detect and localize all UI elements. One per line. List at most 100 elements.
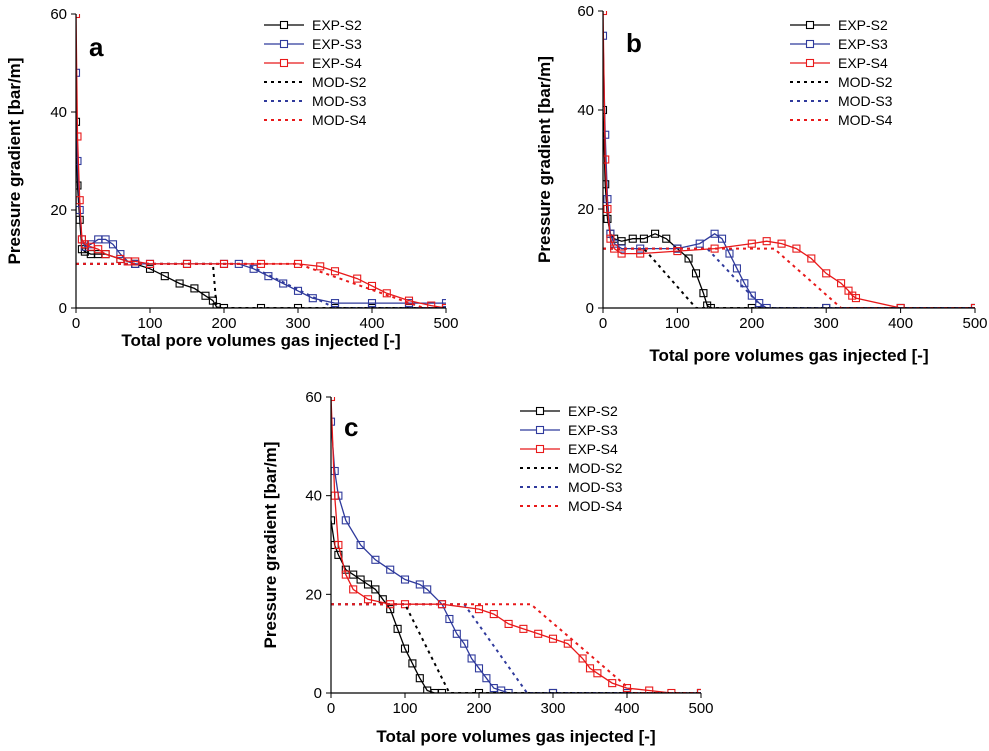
- data-point-exp-s2: [293, 303, 303, 308]
- data-point-exp-s4: [334, 540, 343, 550]
- data-point-exp-s2: [334, 550, 343, 559]
- panel-label: a: [89, 32, 104, 62]
- data-point-exp-s2: [400, 644, 410, 653]
- data-point-exp-s2: [190, 284, 199, 293]
- x-tick-label: 300: [285, 315, 310, 332]
- data-point-exp-s2: [330, 303, 340, 308]
- data-point-exp-s4: [101, 250, 110, 259]
- legend-label-exp-s3: EXP-S3: [568, 422, 618, 438]
- data-point-exp-s4: [622, 684, 632, 693]
- data-point-exp-s4: [837, 279, 846, 288]
- x-tick-label: 0: [599, 315, 607, 332]
- data-point-exp-s2: [684, 254, 693, 263]
- data-point-exp-s3: [755, 298, 764, 308]
- data-point-exp-s3: [452, 629, 461, 638]
- legend-marker-exp-s2: [805, 20, 815, 30]
- data-point-exp-s4: [747, 239, 756, 248]
- y-tick-label: 0: [586, 300, 594, 317]
- legend-label-mod-s4: MOD-S4: [568, 498, 623, 514]
- series-line-mod-s3: [76, 262, 446, 308]
- data-point-exp-s2: [76, 181, 82, 190]
- x-tick-label: 500: [962, 315, 987, 332]
- data-point-exp-s4: [534, 629, 543, 638]
- data-point-exp-s4: [636, 249, 645, 258]
- data-point-exp-s2: [201, 291, 210, 300]
- data-point-exp-s4: [851, 294, 861, 303]
- data-point-exp-s2: [76, 117, 81, 126]
- data-point-exp-s3: [717, 234, 727, 243]
- data-point-exp-s4: [777, 239, 786, 248]
- data-point-exp-s2: [651, 229, 660, 238]
- data-point-exp-s2: [699, 289, 708, 298]
- legend-marker-exp-s2: [279, 20, 289, 30]
- legend-marker-exp-s3: [279, 39, 289, 49]
- data-point-exp-s3: [356, 540, 365, 550]
- data-point-exp-s4: [606, 234, 615, 243]
- y-tick-label: 60: [577, 3, 594, 20]
- data-point-exp-s4: [80, 240, 89, 249]
- x-tick-label: 200: [211, 315, 236, 332]
- y-tick-label: 20: [305, 586, 322, 603]
- data-point-exp-s4: [386, 600, 395, 609]
- legend-label-exp-s2: EXP-S2: [568, 403, 618, 419]
- legend-label-mod-s3: MOD-S3: [568, 479, 623, 495]
- data-point-exp-s2: [639, 234, 648, 243]
- plot-area: [76, 14, 446, 308]
- data-point-exp-s2: [703, 301, 712, 308]
- data-point-exp-s4: [219, 259, 229, 268]
- data-point-exp-s4: [256, 259, 266, 268]
- data-point-exp-s3: [116, 250, 125, 259]
- data-point-exp-s2: [415, 674, 424, 683]
- legend-label-mod-s2: MOD-S2: [838, 74, 893, 90]
- data-point-exp-s3: [710, 229, 719, 238]
- series-line-exp-s3: [603, 35, 975, 308]
- data-point-exp-s3: [441, 299, 446, 308]
- data-point-exp-s4: [896, 303, 905, 308]
- legend-label-mod-s3: MOD-S3: [838, 93, 893, 109]
- data-point-exp-s4: [593, 669, 602, 678]
- data-point-exp-s3: [460, 639, 469, 648]
- legend-marker-exp-s4: [535, 444, 545, 454]
- series-line-mod-s4: [331, 603, 701, 693]
- data-point-exp-s4: [822, 269, 831, 278]
- y-axis-title: Pressure gradient [bar/m]: [535, 56, 554, 263]
- data-point-exp-s2: [367, 303, 377, 308]
- y-tick-label: 20: [50, 202, 67, 219]
- data-point-exp-s4: [427, 301, 436, 308]
- series-line-mod-s3: [603, 247, 975, 308]
- data-point-exp-s3: [76, 68, 81, 77]
- data-point-exp-s2: [175, 279, 184, 288]
- data-point-exp-s3: [423, 585, 432, 594]
- data-point-exp-s2: [603, 214, 612, 223]
- data-point-exp-s4: [349, 585, 358, 594]
- x-tick-label: 300: [814, 315, 839, 332]
- data-point-exp-s4: [353, 274, 362, 283]
- data-point-exp-s3: [695, 239, 704, 248]
- data-point-exp-s2: [356, 575, 365, 584]
- data-point-exp-s3: [622, 688, 632, 693]
- data-point-exp-s3: [331, 417, 336, 426]
- data-point-exp-s2: [603, 105, 608, 115]
- data-point-exp-s4: [504, 619, 513, 628]
- data-point-exp-s4: [76, 132, 82, 141]
- x-tick-label: 400: [359, 315, 384, 332]
- data-point-exp-s4: [645, 686, 654, 693]
- x-axis-title: Total pore volumes gas injected [-]: [649, 346, 928, 365]
- data-point-exp-s2: [662, 234, 671, 243]
- legend: EXP-S2 EXP-S3 EXP-S4 MOD-S2 MOD-S3 MOD-S4: [264, 17, 367, 128]
- data-point-exp-s3: [474, 664, 484, 673]
- panel-label: c: [344, 412, 358, 442]
- data-point-exp-s3: [101, 235, 110, 244]
- data-point-exp-s3: [467, 654, 476, 663]
- data-point-exp-s3: [482, 674, 491, 683]
- data-point-exp-s3: [400, 575, 410, 584]
- data-point-exp-s2: [256, 303, 266, 308]
- series-line-mod-s3: [331, 603, 701, 693]
- data-point-exp-s4: [489, 610, 498, 619]
- data-point-exp-s4: [474, 605, 484, 614]
- data-point-exp-s4: [363, 595, 373, 604]
- data-point-exp-s2: [430, 688, 439, 693]
- data-point-exp-s2: [747, 303, 756, 308]
- series-line-exp-s4: [331, 397, 701, 693]
- x-tick-label: 0: [72, 315, 80, 332]
